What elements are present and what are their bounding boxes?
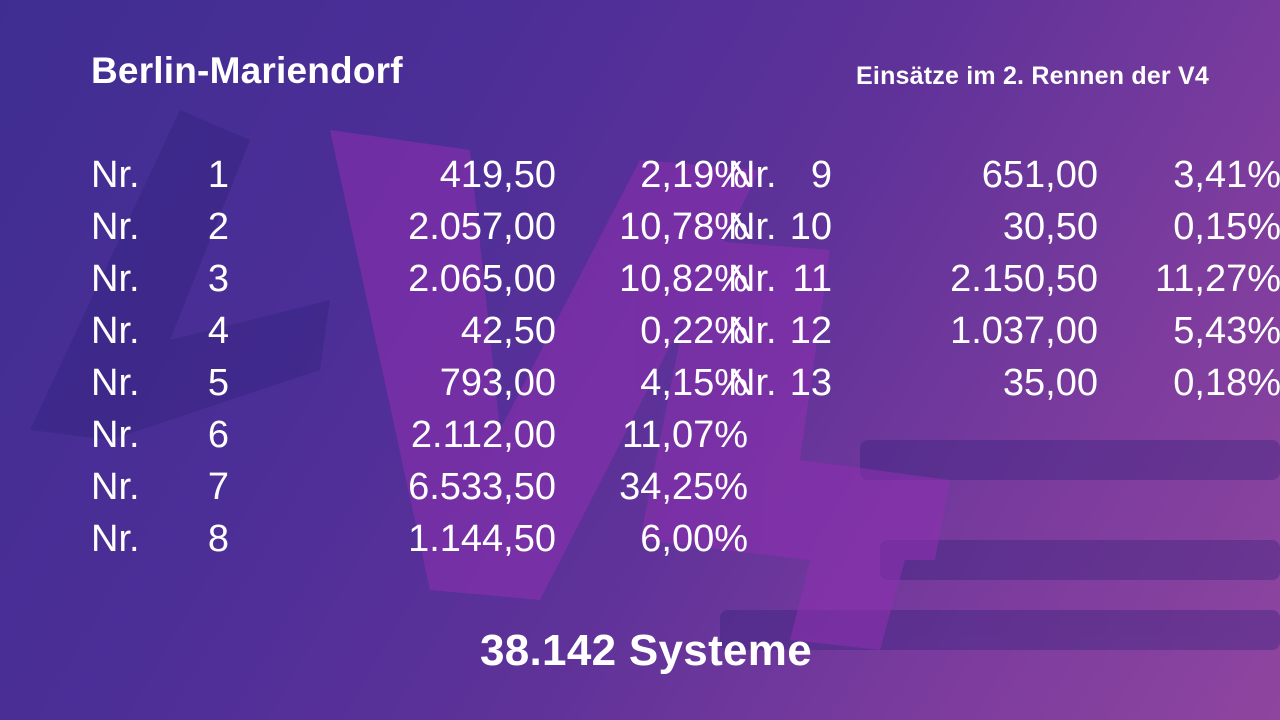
row-label: Nr.	[728, 310, 777, 352]
stake-amount: 651,00	[981, 154, 1098, 196]
stake-amount: 42,50	[460, 310, 556, 352]
race-subtitle: Einsätze im 2. Rennen der V4	[856, 62, 1209, 90]
horse-number: 8	[207, 518, 229, 560]
horse-number: 13	[789, 362, 832, 404]
stake-amount: 1.144,50	[408, 518, 556, 560]
stake-percent: 0,15%	[1173, 206, 1280, 248]
row-label: Nr.	[728, 154, 777, 196]
row-label: Nr.	[91, 414, 140, 456]
stake-amount: 419,50	[439, 154, 556, 196]
row-label: Nr.	[728, 258, 777, 300]
horse-number: 11	[792, 258, 832, 300]
stake-percent: 0,22%	[640, 310, 748, 352]
stake-amount: 2.112,00	[410, 414, 556, 456]
row-label: Nr.	[728, 362, 777, 404]
row-label: Nr.	[91, 154, 140, 196]
stake-amount: 793,00	[439, 362, 556, 404]
systems-total: 38.142 Systeme	[479, 626, 812, 675]
stake-percent: 6,00%	[640, 518, 748, 560]
stake-percent: 2,19%	[640, 154, 748, 196]
stake-percent: 0,18%	[1173, 362, 1280, 404]
stake-amount: 35,00	[1002, 362, 1098, 404]
stake-percent: 11,07%	[621, 414, 748, 456]
stake-amount: 2.065,00	[408, 258, 556, 300]
row-label: Nr.	[91, 206, 140, 248]
horse-number: 3	[207, 258, 229, 300]
row-label: Nr.	[91, 362, 140, 404]
horse-number: 4	[207, 310, 229, 352]
horse-number: 12	[789, 310, 832, 352]
stake-percent: 34,25%	[619, 466, 748, 508]
horse-number: 2	[207, 206, 229, 248]
horse-number: 6	[207, 414, 229, 456]
stake-amount: 1.037,00	[950, 310, 1098, 352]
stake-percent: 3,41%	[1173, 154, 1280, 196]
stake-percent: 5,43%	[1173, 310, 1280, 352]
row-label: Nr.	[91, 518, 140, 560]
horse-number: 1	[207, 154, 229, 196]
page-title: Berlin-Mariendorf	[91, 50, 403, 91]
stake-percent: 10,82%	[619, 258, 748, 300]
stake-percent: 10,78%	[619, 206, 748, 248]
stake-percent: 4,15%	[640, 362, 748, 404]
stake-percent: 11,27%	[1154, 258, 1280, 300]
stake-amount: 2.150,50	[950, 258, 1098, 300]
horse-number: 10	[789, 206, 832, 248]
row-label: Nr.	[91, 258, 140, 300]
horse-number: 5	[207, 362, 229, 404]
row-label: Nr.	[728, 206, 777, 248]
stake-amount: 2.057,00	[408, 206, 556, 248]
stake-amount: 30,50	[1002, 206, 1098, 248]
row-label: Nr.	[91, 466, 140, 508]
stake-amount: 6.533,50	[408, 466, 556, 508]
row-label: Nr.	[91, 310, 140, 352]
horse-number: 7	[207, 466, 229, 508]
horse-number: 9	[810, 154, 832, 196]
